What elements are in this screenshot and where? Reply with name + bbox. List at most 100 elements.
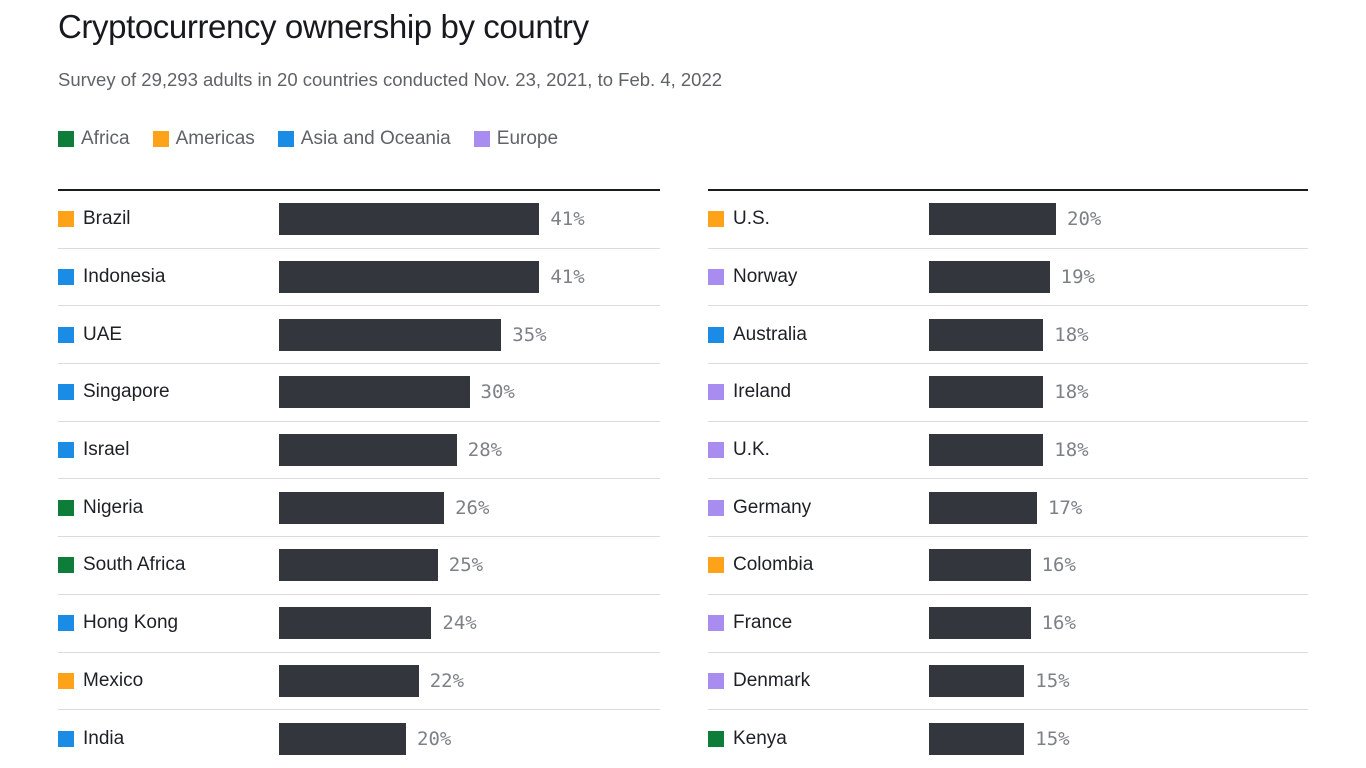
country-label-group: Australia <box>708 324 929 346</box>
bar <box>279 261 540 294</box>
bar <box>279 376 470 409</box>
region-swatch <box>58 615 74 632</box>
value-label: 26% <box>455 496 490 519</box>
value-label: 15% <box>1035 669 1070 692</box>
bar-area: 41% <box>279 261 660 294</box>
country-label: UAE <box>83 323 123 345</box>
country-label-group: France <box>708 612 929 634</box>
region-swatch <box>58 557 74 574</box>
chart-row: Brazil 41% <box>58 191 660 249</box>
bar <box>279 203 540 236</box>
country-label: Nigeria <box>83 496 144 518</box>
country-label: Germany <box>733 496 812 518</box>
page-title: Cryptocurrency ownership by country <box>58 8 589 45</box>
bar <box>929 261 1050 294</box>
country-label-group: Norway <box>708 266 929 288</box>
country-label-group: Colombia <box>708 554 929 576</box>
value-label: 22% <box>429 669 465 692</box>
value-label: 30% <box>480 381 515 404</box>
chart-row: Ireland 18% <box>708 364 1308 422</box>
region-swatch <box>58 672 74 689</box>
chart-row: France 16% <box>708 595 1308 653</box>
legend-item: Asia and Oceania <box>277 128 451 150</box>
bar <box>929 664 1025 697</box>
region-swatch <box>58 442 74 459</box>
country-label-group: Kenya <box>708 728 929 750</box>
value-label: 24% <box>442 612 477 635</box>
region-swatch <box>708 499 724 516</box>
country-label: Hong Kong <box>83 612 179 634</box>
chart-column-left: Brazil 41% Indonesia 41% UAE 35% Singapore 30% I… <box>58 189 660 768</box>
bar-area: 19% <box>929 261 1308 294</box>
region-swatch <box>708 442 724 459</box>
legend-item: Africa <box>58 128 130 150</box>
value-label: 18% <box>1054 439 1089 462</box>
legend-swatch <box>152 131 169 147</box>
bar-chart: Brazil 41% Indonesia 41% UAE 35% Singapore 30% I… <box>58 189 1308 768</box>
bar <box>279 723 406 756</box>
chart-row: U.K. 18% <box>708 422 1308 480</box>
bar <box>279 549 438 582</box>
country-label-group: UAE <box>58 324 279 346</box>
country-label-group: U.S. <box>708 208 929 230</box>
bar-area: 16% <box>929 607 1308 640</box>
chart-row: Nigeria 26% <box>58 479 660 538</box>
legend-label: Americas <box>175 128 255 149</box>
value-label: 16% <box>1041 554 1076 577</box>
region-swatch <box>708 615 724 632</box>
page: Cryptocurrency ownership by country Surv… <box>0 8 1366 768</box>
bar-area: 16% <box>929 549 1308 582</box>
bar <box>279 664 419 697</box>
chart-row: UAE 35% <box>58 306 660 365</box>
value-label: 41% <box>550 266 585 289</box>
country-label-group: Singapore <box>58 381 279 403</box>
bar-area: 15% <box>929 723 1308 756</box>
region-swatch <box>58 211 74 228</box>
chart-row: South Africa 25% <box>58 537 660 595</box>
country-label-group: Nigeria <box>58 497 279 519</box>
chart-row: Denmark 15% <box>708 653 1308 711</box>
country-label-group: Israel <box>58 439 279 461</box>
bar-area: 15% <box>929 664 1308 697</box>
bar-area: 30% <box>279 376 660 409</box>
bar-area: 25% <box>279 549 660 582</box>
chart-column-right: U.S. 20% Norway 19% Australia 18% Ireland 18% U.… <box>708 189 1308 768</box>
country-label: Israel <box>83 439 130 461</box>
value-label: 28% <box>467 439 503 462</box>
country-label: U.S. <box>733 208 770 230</box>
country-label: Singapore <box>83 381 170 403</box>
bar-area: 20% <box>929 203 1308 236</box>
country-label-group: Mexico <box>58 670 279 692</box>
country-label-group: Germany <box>708 497 929 519</box>
legend-label: Europe <box>496 128 559 149</box>
value-label: 20% <box>417 728 452 751</box>
value-label: 25% <box>448 554 484 577</box>
legend-label: Africa <box>81 128 130 149</box>
bar <box>929 318 1044 351</box>
country-label: Australia <box>733 323 807 345</box>
bar-area: 26% <box>279 491 660 524</box>
country-label: Brazil <box>83 208 131 230</box>
value-label: 35% <box>512 323 547 346</box>
country-label-group: India <box>58 728 279 750</box>
bar <box>929 491 1037 524</box>
country-label-group: South Africa <box>58 554 279 576</box>
value-label: 16% <box>1041 612 1076 635</box>
country-label: Indonesia <box>83 266 166 288</box>
bar <box>279 318 502 351</box>
bar-area: 24% <box>279 607 660 640</box>
chart-row: U.S. 20% <box>708 191 1308 249</box>
region-swatch <box>708 731 724 748</box>
bar <box>929 549 1031 582</box>
value-label: 15% <box>1035 728 1070 751</box>
region-swatch <box>58 269 74 286</box>
country-label-group: U.K. <box>708 439 929 461</box>
bar <box>929 434 1044 467</box>
region-swatch <box>58 384 74 401</box>
chart-row: Norway 19% <box>708 249 1308 307</box>
value-label: 19% <box>1060 266 1095 289</box>
country-label: France <box>733 612 793 634</box>
value-label: 20% <box>1067 208 1102 231</box>
region-swatch <box>58 731 74 748</box>
value-label: 41% <box>550 208 585 231</box>
